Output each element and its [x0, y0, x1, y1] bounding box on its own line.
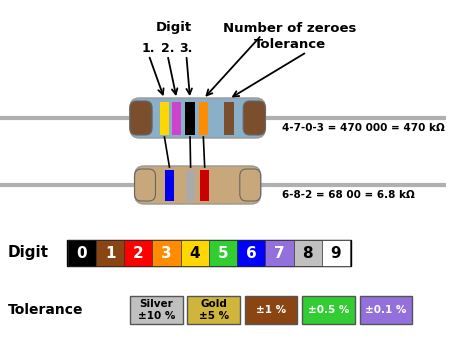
Text: ±0.1 %: ±0.1 % [365, 305, 407, 315]
Text: 6: 6 [246, 246, 256, 261]
Text: 4-7-0-3 = 470 000 = 470 kΩ: 4-7-0-3 = 470 000 = 470 kΩ [283, 123, 445, 133]
FancyBboxPatch shape [135, 166, 261, 204]
FancyBboxPatch shape [199, 102, 208, 135]
FancyBboxPatch shape [224, 102, 234, 135]
FancyBboxPatch shape [187, 296, 240, 324]
FancyBboxPatch shape [130, 296, 182, 324]
FancyBboxPatch shape [245, 296, 297, 324]
Text: ±1 %: ±1 % [256, 305, 286, 315]
FancyBboxPatch shape [201, 170, 209, 200]
FancyBboxPatch shape [209, 240, 237, 266]
FancyBboxPatch shape [243, 101, 265, 135]
Text: Tolerance: Tolerance [8, 303, 83, 317]
FancyBboxPatch shape [165, 170, 174, 200]
Text: 3: 3 [161, 246, 172, 261]
Text: ±0.5 %: ±0.5 % [308, 305, 349, 315]
FancyBboxPatch shape [130, 101, 152, 135]
FancyBboxPatch shape [160, 102, 169, 135]
FancyBboxPatch shape [124, 240, 153, 266]
FancyBboxPatch shape [322, 240, 350, 266]
FancyBboxPatch shape [96, 240, 124, 266]
Text: 4: 4 [190, 246, 200, 261]
Text: Silver
±10 %: Silver ±10 % [137, 299, 175, 321]
FancyBboxPatch shape [302, 296, 355, 324]
Text: 1: 1 [105, 246, 115, 261]
Text: 6-8-2 = 68 00 = 6.8 kΩ: 6-8-2 = 68 00 = 6.8 kΩ [283, 190, 415, 200]
Text: 2: 2 [133, 246, 144, 261]
FancyBboxPatch shape [237, 240, 265, 266]
FancyBboxPatch shape [359, 296, 412, 324]
Text: 1.: 1. [142, 41, 155, 55]
Text: Digit: Digit [156, 22, 192, 34]
FancyBboxPatch shape [68, 240, 96, 266]
FancyBboxPatch shape [67, 240, 351, 266]
Text: 9: 9 [331, 246, 341, 261]
FancyBboxPatch shape [186, 170, 195, 200]
Text: Tolerance: Tolerance [254, 38, 326, 51]
Text: 3.: 3. [180, 41, 193, 55]
FancyBboxPatch shape [240, 169, 261, 201]
Text: 7: 7 [274, 246, 285, 261]
Text: 0: 0 [77, 246, 87, 261]
Text: 8: 8 [302, 246, 313, 261]
Text: Gold
±5 %: Gold ±5 % [199, 299, 228, 321]
FancyBboxPatch shape [293, 240, 322, 266]
FancyBboxPatch shape [181, 240, 209, 266]
Text: 5: 5 [218, 246, 228, 261]
FancyBboxPatch shape [185, 102, 195, 135]
FancyBboxPatch shape [153, 240, 181, 266]
FancyBboxPatch shape [265, 240, 293, 266]
Text: Digit: Digit [8, 246, 48, 261]
FancyBboxPatch shape [130, 98, 265, 138]
FancyBboxPatch shape [172, 102, 182, 135]
FancyBboxPatch shape [135, 169, 155, 201]
Text: Number of zeroes: Number of zeroes [223, 22, 356, 34]
Text: 2.: 2. [161, 41, 174, 55]
